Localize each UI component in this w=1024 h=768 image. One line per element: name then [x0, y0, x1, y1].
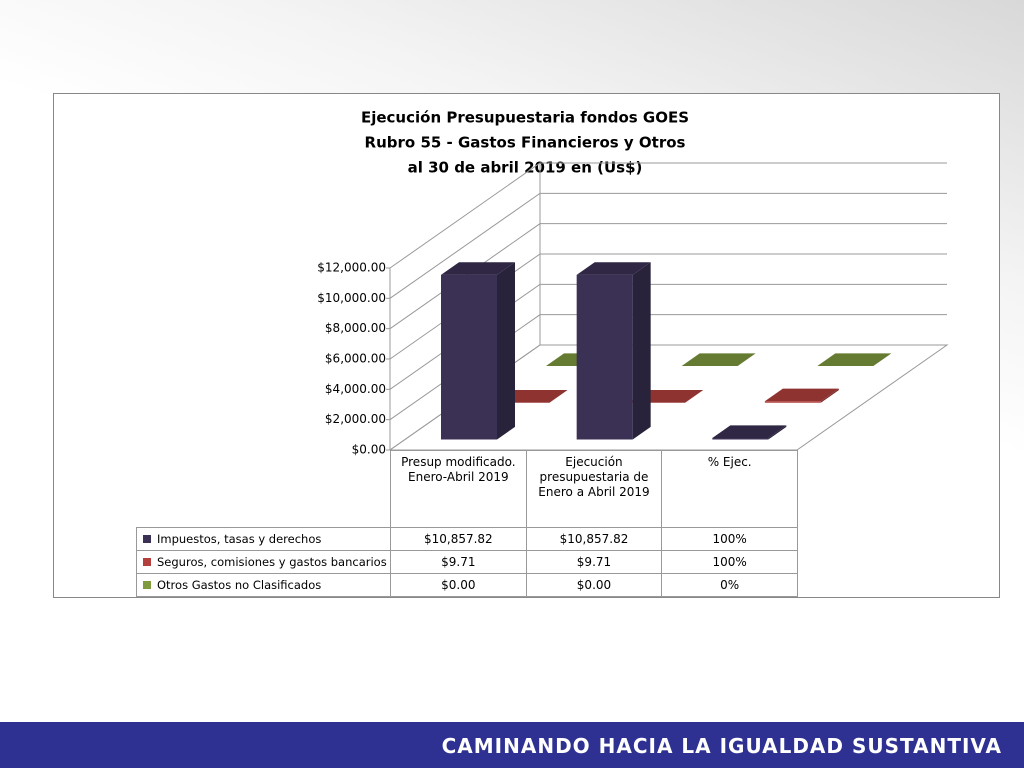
y-tick-label: $8,000.00 — [325, 321, 386, 335]
bar-side — [549, 390, 568, 403]
bar — [712, 425, 787, 440]
table-cell: 100% — [661, 527, 798, 551]
chart-title: Ejecución Presupuestaria fondos GOES — [361, 109, 689, 127]
bar — [576, 262, 651, 440]
legend-entry: Seguros, comisiones y gastos bancarios — [136, 550, 391, 574]
grid-line — [389, 283, 947, 390]
legend-label: Otros Gastos no Clasificados — [157, 577, 322, 592]
y-tick-label: $0.00 — [352, 443, 386, 457]
bar-side — [768, 425, 787, 440]
y-tick-label: $2,000.00 — [325, 412, 386, 426]
bar-side — [497, 262, 515, 440]
bar — [817, 353, 892, 366]
table-header: % Ejec. — [661, 450, 798, 528]
table-cell: $9.71 — [390, 550, 527, 574]
table-cell: 0% — [661, 573, 798, 597]
table-header: Ejecución presupuestaria de Enero a Abri… — [525, 450, 663, 528]
y-tick-label: $10,000.00 — [317, 291, 386, 305]
grid-line — [389, 223, 947, 330]
table-header: Presup modificado. Enero-Abril 2019 — [390, 450, 527, 528]
table-cell: $10,857.82 — [525, 527, 663, 551]
bar-front — [441, 274, 497, 440]
bar-top — [681, 353, 756, 366]
y-tick-label: $6,000.00 — [325, 352, 386, 366]
table-cell: $10,857.82 — [390, 527, 527, 551]
bar-side — [632, 262, 651, 440]
bar-side — [820, 388, 839, 403]
bar-top — [576, 262, 651, 275]
bar-top — [764, 388, 839, 402]
bar-front — [764, 401, 821, 403]
grid-line — [389, 162, 947, 269]
legend-swatch — [143, 535, 151, 543]
chart-title: Rubro 55 - Gastos Financieros y Otros — [365, 134, 686, 152]
table-cell: $9.71 — [525, 550, 663, 574]
table-cell: 100% — [661, 550, 798, 574]
legend-swatch — [143, 558, 151, 566]
legend-label: Impuestos, tasas y derechos — [157, 531, 322, 546]
y-tick-label: $12,000.00 — [317, 261, 386, 275]
table-cell: $0.00 — [525, 573, 663, 597]
bar-top — [817, 353, 892, 366]
bar-top — [441, 262, 515, 275]
bar-front — [576, 274, 633, 440]
legend-entry: Otros Gastos no Clasificados — [136, 573, 391, 597]
grid-line — [389, 344, 947, 451]
table-cell: $0.00 — [390, 573, 527, 597]
footer-text: CAMINANDO HACIA LA IGUALDAD SUSTANTIVA — [441, 734, 1002, 758]
bar — [441, 262, 515, 440]
grid-line — [389, 253, 947, 360]
footer-band: CAMINANDO HACIA LA IGUALDAD SUSTANTIVA — [0, 722, 1024, 768]
bar — [681, 353, 756, 366]
bar-front — [712, 437, 769, 440]
legend-entry: Impuestos, tasas y derechos — [136, 527, 391, 551]
legend-swatch — [143, 581, 151, 589]
y-tick-label: $4,000.00 — [325, 382, 386, 396]
bar-top — [712, 425, 787, 438]
legend-label: Seguros, comisiones y gastos bancarios — [157, 554, 387, 569]
bar — [764, 388, 839, 403]
grid-line — [389, 314, 947, 421]
bar-side — [685, 390, 704, 403]
grid-line — [389, 192, 947, 299]
